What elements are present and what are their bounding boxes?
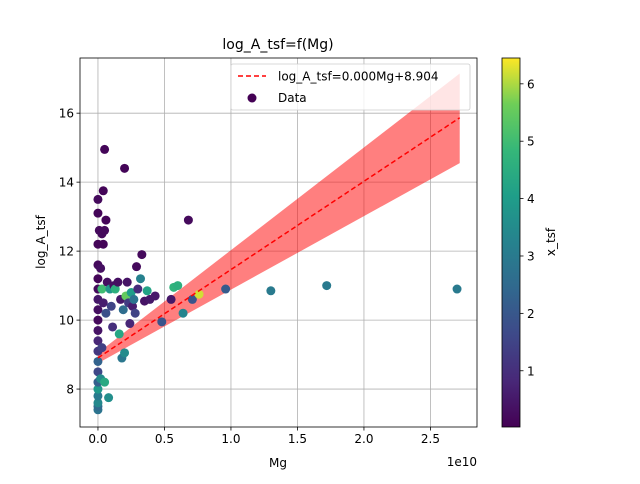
colorbar-tick-label: 6	[527, 77, 535, 91]
legend: log_A_tsf=0.000Mg+8.904 Data	[230, 63, 471, 111]
data-point	[157, 317, 167, 327]
data-point	[106, 301, 116, 311]
scatter-points-layer	[93, 144, 462, 415]
data-point	[136, 274, 146, 284]
data-point	[142, 286, 152, 296]
data-point	[266, 286, 276, 296]
data-point	[104, 393, 114, 403]
y-tick-label: 14	[59, 176, 74, 190]
data-point	[120, 348, 130, 358]
data-point	[150, 291, 160, 301]
x-tick-label: 1.0	[221, 432, 240, 446]
data-point	[118, 305, 128, 315]
data-point	[130, 308, 140, 318]
y-tick-label: 12	[59, 245, 74, 259]
data-point	[101, 308, 111, 318]
data-point	[221, 284, 231, 294]
colorbar-ticks: 1 2 3 4 5 6	[520, 77, 535, 378]
data-point	[114, 329, 124, 339]
x-tick-label: 1.5	[288, 432, 307, 446]
x-tick-label: 2.0	[354, 432, 373, 446]
data-point	[98, 298, 108, 308]
data-point	[125, 319, 135, 329]
data-point	[173, 281, 183, 291]
data-point	[183, 215, 193, 225]
x-tick-label: 2.5	[421, 432, 440, 446]
data-point	[137, 250, 147, 260]
data-point	[93, 398, 103, 408]
confidence-band-layer	[97, 73, 460, 364]
legend-data-swatch	[247, 93, 257, 103]
data-point	[102, 277, 112, 287]
fit-line	[97, 117, 461, 359]
data-point	[122, 277, 132, 287]
data-point	[187, 294, 197, 304]
data-point	[97, 284, 107, 294]
data-point	[452, 284, 462, 294]
data-point	[93, 274, 103, 284]
data-point	[120, 163, 130, 173]
data-point	[96, 263, 106, 273]
data-point	[93, 305, 103, 315]
colorbar-tick-label: 1	[527, 364, 535, 378]
y-tick-label: 10	[59, 314, 74, 328]
data-point	[100, 144, 110, 154]
colorbar-tick-label: 5	[527, 135, 535, 149]
chart-title: log_A_tsf=f(Mg)	[222, 37, 333, 53]
data-point	[100, 377, 110, 387]
y-tick-label: 16	[59, 107, 74, 121]
colorbar-tick-label: 4	[527, 192, 535, 206]
x-axis-label: Mg	[269, 456, 287, 470]
data-point	[97, 343, 107, 353]
data-point	[93, 336, 103, 346]
data-point	[93, 356, 103, 366]
y-axis-label: log_A_tsf	[34, 214, 48, 268]
data-point	[108, 322, 118, 332]
data-point	[133, 284, 143, 294]
data-point	[101, 215, 111, 225]
data-point	[166, 294, 176, 304]
colorbar-tick-label: 3	[527, 249, 535, 263]
data-point	[93, 208, 103, 218]
y-tick-label: 8	[66, 383, 74, 397]
data-point	[98, 186, 108, 196]
confidence-band	[97, 73, 460, 364]
x-tick-label: 0.5	[155, 432, 174, 446]
x-tick-label: 0.0	[88, 432, 107, 446]
data-point	[322, 281, 332, 291]
plot-area-frame	[79, 57, 478, 428]
data-point	[93, 194, 103, 204]
data-point	[93, 384, 103, 394]
data-point	[128, 301, 138, 311]
colorbar-label: x_tsf	[544, 227, 558, 256]
data-point	[126, 288, 136, 298]
data-point	[113, 277, 123, 287]
data-point	[178, 308, 188, 318]
data-point	[93, 325, 103, 335]
x-axis-ticks: 0.0 0.5 1.0 1.5 2.0 2.5	[88, 427, 440, 446]
data-point	[194, 289, 204, 299]
y-axis-ticks: 8 10 12 14 16	[59, 107, 80, 397]
data-point	[129, 294, 139, 304]
data-point	[110, 284, 120, 294]
x-axis-offset-label: 1e10	[447, 455, 477, 469]
data-point	[93, 367, 103, 377]
data-point	[98, 239, 108, 249]
legend-box	[230, 63, 471, 111]
data-point	[93, 315, 103, 325]
data-point	[93, 391, 103, 401]
legend-fit-label: log_A_tsf=0.000Mg+8.904	[278, 70, 438, 84]
colorbar-gradient	[501, 57, 521, 428]
legend-data-label: Data	[278, 91, 307, 105]
data-point	[132, 262, 142, 272]
data-point	[100, 225, 110, 235]
colorbar-tick-label: 2	[527, 307, 535, 321]
fit-line-layer	[97, 117, 461, 359]
colorbar: 1 2 3 4 5 6 x_tsf	[501, 57, 558, 428]
